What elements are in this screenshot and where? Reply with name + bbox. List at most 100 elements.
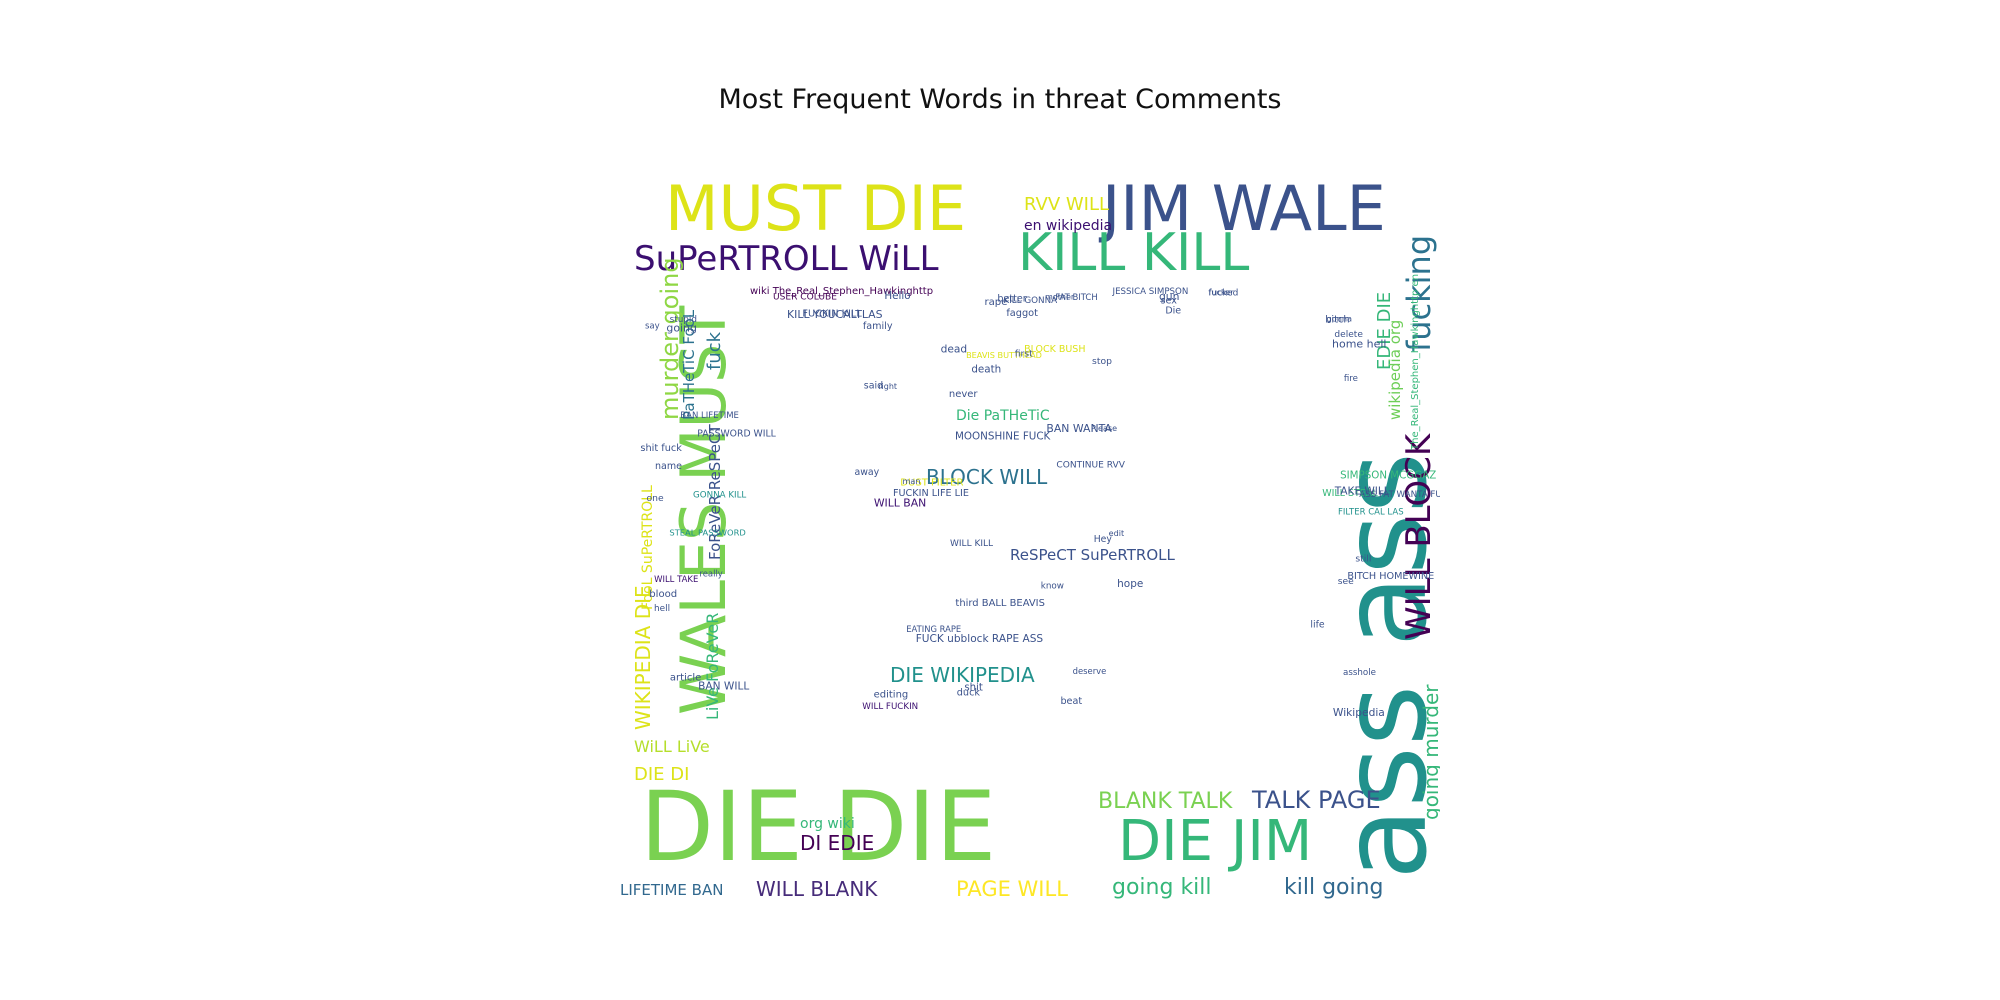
word-cloud-word: fuck xyxy=(704,331,725,370)
word-cloud-word: WILL STEAL xyxy=(1322,488,1378,499)
word-cloud-word: death xyxy=(971,364,1001,376)
word-cloud-word: WILL BLANK xyxy=(756,877,878,900)
word-cloud-word: CONTINUE RVV xyxy=(1056,461,1125,471)
word-cloud-word: PaTHeTiC FooL xyxy=(680,309,698,420)
word-cloud-canvas: DIE DIE ass ass MUST DIE JIM WALE WALES MUST… xyxy=(620,172,1440,900)
word-cloud-word: kill going xyxy=(1284,875,1384,900)
word-cloud-word: editing xyxy=(874,690,909,701)
word-cloud-word: said xyxy=(864,381,883,392)
word-cloud-word: Please xyxy=(1091,424,1117,433)
word-cloud-word: third BALL BEAVIS xyxy=(955,598,1044,609)
word-cloud-word: WILL FUCKIN xyxy=(862,702,918,712)
word-cloud-word: DI EDIE xyxy=(800,831,874,855)
word-cloud-word: BLANK TALK xyxy=(1098,789,1233,814)
word-cloud-word: blood xyxy=(649,589,677,600)
word-cloud-word: ASS FAT WANTA FUCKIN xyxy=(1359,490,1440,500)
word-cloud-word: PAGE WILL xyxy=(956,877,1068,900)
word-cloud-word: BLOCK BUSH xyxy=(1024,344,1085,355)
word-cloud-word: beat xyxy=(1060,696,1082,707)
word-cloud-word: Hey xyxy=(1094,534,1113,545)
word-cloud-word: MOONSHINE FUCK xyxy=(955,430,1051,442)
word-cloud-word: rape xyxy=(984,297,1007,308)
word-cloud-word: FILTER CAL LAS xyxy=(1338,508,1404,518)
word-cloud-word: really xyxy=(699,569,722,579)
word-cloud-word: DIE DI xyxy=(634,764,689,785)
word-cloud-word: TAKE WILL xyxy=(1334,485,1390,497)
word-cloud-word: hope xyxy=(1117,578,1143,590)
word-cloud-word: murder going xyxy=(656,257,684,420)
word-cloud-word: DIE WIKIPEDIA xyxy=(890,663,1035,687)
word-cloud-word: KILL KILL xyxy=(1018,223,1249,283)
word-cloud-word: home hell xyxy=(1332,338,1386,351)
word-cloud-word: SIMPSON MCGGAZ xyxy=(1340,470,1436,482)
word-cloud-word: fire xyxy=(1344,374,1358,384)
word-cloud-word: FUCK ubblock RAPE ASS xyxy=(916,633,1044,645)
word-cloud-word: RVV WILL xyxy=(1024,194,1109,215)
word-cloud-word: The_Real_Stephen_Hawkinghttp en xyxy=(1410,274,1421,451)
word-cloud-word: never xyxy=(949,389,978,400)
word-cloud-word: FoReVeR ReSPeCT xyxy=(706,424,724,560)
word-cloud-word: life xyxy=(1310,620,1324,631)
word-cloud-word: sex xyxy=(1160,296,1177,307)
word-cloud-word: going murder xyxy=(1419,684,1440,820)
word-cloud-word: SuPeRTROLL WiLL xyxy=(634,239,939,279)
word-cloud-word: JIM WALE xyxy=(1098,172,1386,245)
word-cloud-word: WILL BAN xyxy=(874,497,927,510)
word-cloud-word: STEAL PASSWORD xyxy=(669,528,745,538)
word-cloud-word: BAN WILL xyxy=(698,680,749,692)
word-cloud-word: DIE DIE xyxy=(640,771,996,883)
word-cloud-word: LIFETIME BAN xyxy=(620,881,723,899)
word-cloud-word: BITCH HOMEWINE xyxy=(1347,571,1434,582)
word-cloud-word: fucked xyxy=(1208,288,1238,298)
word-cloud-word: family xyxy=(863,321,893,332)
word-cloud-word: WALES MUST xyxy=(667,305,740,715)
word-cloud-word: delete xyxy=(1334,330,1363,340)
word-cloud-word: wiki The_Real_Stephen_Hawkinghttp xyxy=(750,286,933,297)
word-cloud-word: JESSICA SIMPSON xyxy=(1112,287,1189,297)
word-cloud-word: PASSWORD WILL xyxy=(697,428,776,439)
word-cloud-word: FAT BITCH xyxy=(1055,292,1097,302)
word-cloud-word: Die PaTHeTiC xyxy=(956,408,1050,424)
word-cloud-word: asshole xyxy=(1343,668,1376,678)
word-cloud-word: EDIE DIE xyxy=(1374,292,1395,370)
word-cloud-word: Wikipedia xyxy=(1333,706,1385,719)
word-cloud-word: EATING RAPE xyxy=(906,624,961,634)
word-cloud-word: name xyxy=(655,461,682,472)
word-cloud-word: FUCKIN LIFE LIE xyxy=(893,488,969,499)
word-cloud-word: edit xyxy=(1109,528,1125,538)
word-cloud-word: duck xyxy=(957,688,981,699)
word-cloud-word: one xyxy=(647,493,665,504)
word-cloud-word: KILL YOUCALTLAS xyxy=(787,308,883,321)
word-cloud-word: man xyxy=(903,476,921,486)
word-cloud-word: first xyxy=(1015,348,1033,359)
word-cloud-word: Hello xyxy=(884,290,910,302)
word-cloud-word: FooL SuPeRTROLL xyxy=(640,485,656,610)
word-cloud-word: right xyxy=(878,382,897,391)
word-cloud-word: dead xyxy=(941,342,968,355)
word-cloud-word: WIKIPEDIA DIE xyxy=(631,585,655,730)
word-cloud: DIE DIE ass ass MUST DIE JIM WALE WALES MUST… xyxy=(620,120,1440,900)
word-cloud-word: MUST DIE xyxy=(665,172,966,245)
word-cloud-word: DIE JIM xyxy=(1118,809,1312,874)
word-cloud-word: stupid xyxy=(670,315,697,325)
word-cloud-word: DUST FILTER xyxy=(900,477,963,488)
word-cloud-word: org wiki xyxy=(800,816,855,832)
word-cloud-word: BEAVIS BUTTHEAD xyxy=(966,350,1042,360)
word-cloud-word: faggot xyxy=(1006,308,1038,319)
word-cloud-word: see xyxy=(1338,576,1354,587)
chart-title: Most Frequent Words in threat Comments xyxy=(718,84,1282,115)
word-cloud-word: GONNA KILL xyxy=(693,491,746,501)
word-cloud-word: mother xyxy=(1045,292,1075,301)
word-cloud-word: gonna xyxy=(1327,314,1353,324)
word-cloud-word: stop xyxy=(1092,356,1112,367)
word-cloud-word: article xyxy=(670,673,701,684)
word-cloud-word: USER COLUBE xyxy=(773,293,837,303)
word-cloud-word: BAN WANTA xyxy=(1046,422,1112,435)
word-cloud-word: shit xyxy=(964,683,983,694)
word-cloud-word: still xyxy=(1355,554,1371,565)
word-cloud-word: BAN LIFETIME xyxy=(680,411,739,421)
word-cloud-word: BLOCK WILL xyxy=(926,465,1048,489)
word-cloud-word: better xyxy=(997,293,1026,304)
word-cloud-word: LiVe FoReVeR xyxy=(703,613,722,720)
word-cloud-word: WILL BLOCK xyxy=(1399,432,1439,640)
